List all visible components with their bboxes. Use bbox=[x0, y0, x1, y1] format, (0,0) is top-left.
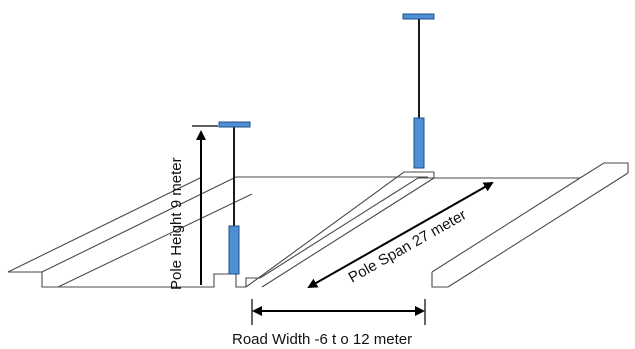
right-lamp-head bbox=[402, 13, 435, 20]
pole-height-dimension: Pole Height 9 meter bbox=[168, 125, 218, 290]
road-surface bbox=[58, 176, 428, 288]
left-footpath bbox=[7, 176, 253, 288]
pole-height-label: Pole Height 9 meter bbox=[168, 157, 185, 290]
right-pole-base bbox=[413, 117, 425, 169]
left-lamp-head bbox=[218, 121, 251, 128]
road-width-dimension: Road Width -6 t o 12 meter bbox=[232, 299, 426, 348]
road-width-label: Road Width -6 t o 12 meter bbox=[232, 331, 412, 348]
left-street-light bbox=[218, 121, 251, 275]
pole-span-label: Pole Span 27 meter bbox=[346, 206, 470, 286]
right-street-light bbox=[402, 13, 435, 169]
pole-span-arrow bbox=[307, 182, 494, 288]
left-pole-base bbox=[228, 225, 240, 275]
